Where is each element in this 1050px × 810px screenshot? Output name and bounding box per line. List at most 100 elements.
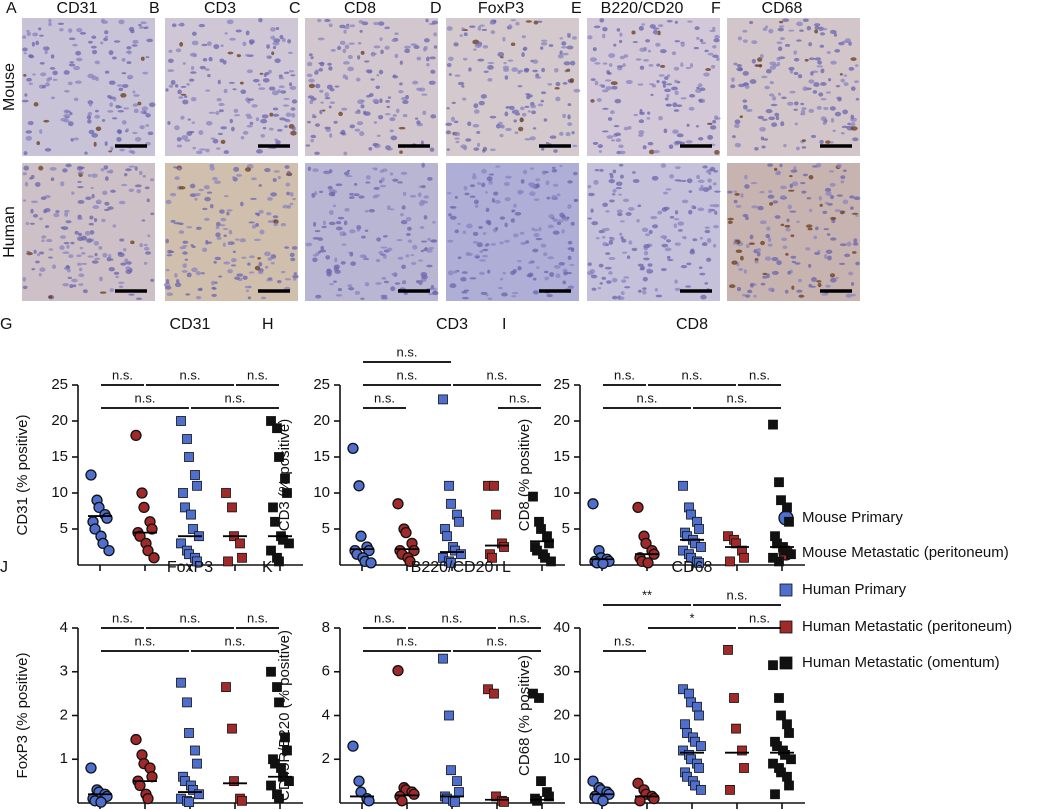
data-point: [546, 556, 556, 567]
nucleus: [147, 234, 151, 238]
nucleus: [79, 246, 84, 250]
nucleus: [192, 146, 196, 150]
nucleus: [713, 38, 720, 43]
nucleus: [126, 46, 132, 50]
nucleus: [174, 125, 180, 131]
nucleus: [91, 193, 95, 199]
nucleus: [329, 283, 334, 286]
nucleus: [530, 167, 534, 170]
nucleus: [349, 124, 356, 129]
stain-spot: [519, 117, 524, 123]
nucleus: [533, 232, 540, 238]
nucleus: [191, 267, 198, 273]
nucleus: [146, 38, 154, 43]
y-tick-label: 20: [313, 412, 330, 429]
data-point: [284, 538, 294, 549]
nucleus: [528, 272, 534, 277]
data-point: [176, 416, 186, 426]
stain-spot: [808, 175, 814, 180]
nucleus: [343, 29, 347, 34]
chart-title: FoxP3: [167, 559, 213, 576]
nucleus: [465, 138, 472, 142]
nucleus: [686, 178, 693, 184]
stain-spot: [829, 273, 836, 278]
nucleus: [832, 129, 836, 132]
nucleus: [319, 190, 324, 194]
nucleus: [223, 194, 229, 198]
nucleus: [840, 78, 845, 83]
stain-label: CD68: [762, 0, 803, 17]
nucleus: [386, 147, 393, 151]
nucleus: [127, 77, 132, 80]
nucleus: [340, 261, 346, 265]
stain-spot: [705, 68, 712, 71]
stain-spot: [510, 42, 516, 47]
nucleus: [390, 135, 398, 141]
nucleus: [493, 191, 499, 196]
nucleus: [852, 242, 859, 246]
nucleus: [643, 58, 650, 62]
nucleus: [73, 97, 79, 102]
nucleus: [333, 264, 340, 269]
nucleus: [118, 200, 126, 205]
nucleus: [559, 50, 563, 55]
nucleus: [850, 293, 856, 297]
nucleus: [850, 86, 856, 91]
nucleus: [621, 279, 627, 283]
nucleus: [736, 286, 742, 292]
data-point: [400, 526, 412, 539]
nucleus: [182, 251, 188, 255]
nucleus: [313, 221, 317, 227]
nucleus: [608, 256, 616, 261]
nucleus: [693, 46, 699, 50]
nucleus: [834, 209, 842, 213]
nucleus: [359, 254, 367, 259]
stain-spot: [787, 189, 795, 192]
data-point: [229, 776, 239, 787]
nucleus: [683, 97, 687, 100]
nucleus: [694, 26, 700, 31]
nucleus: [123, 107, 130, 110]
nucleus: [245, 30, 250, 36]
nucleus: [65, 220, 72, 224]
nucleus: [829, 141, 834, 144]
nucleus: [38, 273, 42, 277]
nucleus: [632, 41, 639, 44]
nucleus: [124, 172, 128, 177]
nucleus: [512, 269, 517, 274]
nucleus: [566, 32, 572, 36]
nucleus: [761, 145, 766, 149]
nucleus: [561, 229, 565, 234]
nucleus: [383, 280, 390, 284]
nucleus: [712, 243, 717, 248]
nucleus: [283, 97, 290, 100]
nucleus: [62, 282, 70, 287]
nucleus: [780, 195, 787, 199]
nucleus: [50, 54, 55, 59]
nucleus: [671, 86, 678, 91]
stain-spot: [179, 42, 184, 47]
nucleus: [357, 55, 361, 60]
nucleus: [761, 75, 768, 79]
nucleus: [733, 199, 738, 204]
nucleus: [22, 199, 27, 202]
nucleus: [793, 50, 798, 55]
nucleus: [784, 289, 789, 294]
y-tick-label: 30: [553, 663, 570, 680]
nucleus: [43, 209, 47, 214]
nucleus: [801, 146, 807, 149]
nucleus: [215, 221, 221, 227]
nucleus: [524, 137, 531, 141]
nucleus: [521, 35, 526, 39]
nucleus: [820, 81, 827, 86]
significance-label: n.s.: [487, 633, 508, 648]
nucleus: [698, 266, 703, 269]
data-point: [534, 693, 544, 703]
nucleus: [264, 265, 269, 269]
nucleus: [619, 32, 623, 37]
nucleus: [487, 297, 493, 300]
nucleus: [41, 239, 45, 243]
data-point: [347, 740, 359, 752]
nucleus: [698, 137, 704, 141]
